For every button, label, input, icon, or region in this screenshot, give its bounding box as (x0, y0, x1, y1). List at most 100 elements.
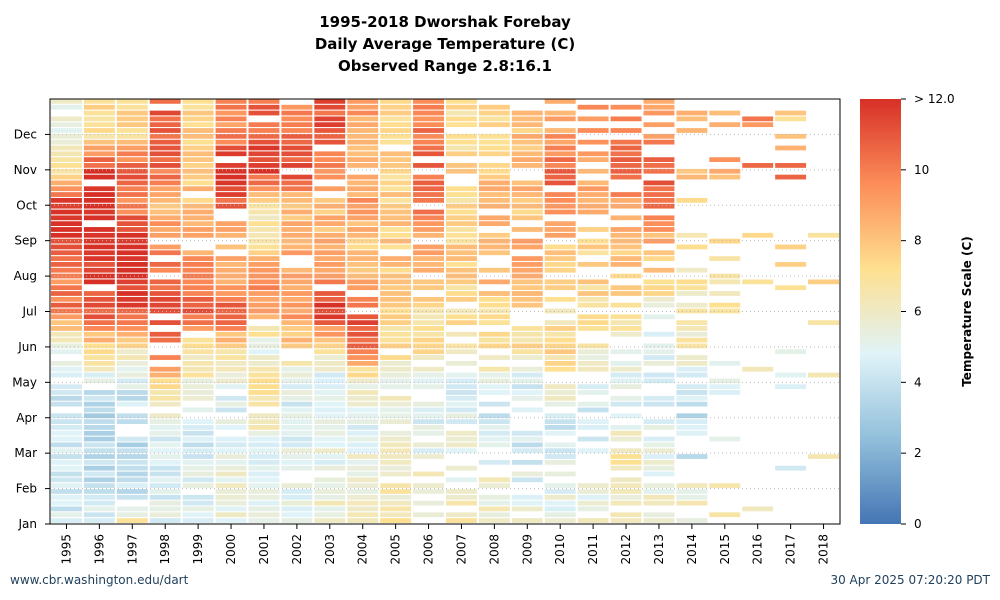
heatmap-cell (446, 372, 477, 378)
heatmap-cell (281, 174, 313, 180)
heatmap-cell (544, 349, 576, 355)
heatmap-cell (413, 122, 444, 128)
heatmap-cell (83, 192, 115, 197)
heatmap-cell (347, 232, 379, 238)
heatmap-cell (775, 244, 807, 250)
heatmap-cell (643, 110, 675, 116)
heatmap-cell (380, 471, 412, 477)
heatmap-cell (446, 512, 477, 518)
heatmap-cell (248, 366, 280, 372)
heatmap-cell (51, 227, 82, 232)
heatmap-cell (215, 296, 247, 302)
source-url[interactable]: www.cbr.washington.edu/dart (10, 573, 189, 587)
heatmap-cell (51, 436, 82, 442)
heatmap-cell (248, 419, 280, 424)
heatmap-cell (643, 163, 675, 168)
heatmap-cell (544, 430, 576, 436)
heatmap-cell (347, 384, 379, 390)
heatmap-cell (215, 355, 247, 360)
heatmap-cell (676, 395, 708, 401)
heatmap-cell (314, 494, 346, 500)
heatmap-cell (281, 489, 313, 494)
heatmap-cell (248, 326, 280, 331)
heatmap-cell (643, 203, 675, 209)
heatmap-cell (577, 279, 609, 285)
heatmap-cell (248, 163, 280, 168)
heatmap-cell (314, 430, 346, 436)
heatmap-cell (83, 163, 115, 168)
heatmap-cell (182, 99, 214, 104)
heatmap-cell (314, 483, 346, 489)
heatmap-cell (808, 372, 839, 378)
heatmap-cell (215, 459, 247, 465)
heatmap-cell (610, 157, 642, 162)
heatmap-cell (215, 244, 247, 250)
heatmap-cell (51, 221, 82, 227)
heatmap-cell (116, 291, 148, 296)
heatmap-cell (182, 477, 214, 483)
heatmap-cell (380, 215, 412, 221)
heatmap-cell (215, 360, 247, 366)
heatmap-cell (610, 168, 642, 174)
heatmap-cell (676, 320, 708, 325)
heatmap-cell (709, 436, 741, 442)
heatmap-cell (215, 401, 247, 407)
heatmap-cell (116, 256, 148, 261)
heatmap-cell (83, 267, 115, 273)
heatmap-cell (116, 366, 148, 372)
heatmap-cell (116, 180, 148, 186)
heatmap-cell (610, 494, 642, 500)
heatmap-cell (51, 174, 82, 180)
heatmap-cell (83, 133, 115, 139)
heatmap-cell (149, 372, 181, 378)
heatmap-cell (248, 494, 280, 500)
heatmap-cell (511, 279, 543, 285)
heatmap-cell (413, 483, 444, 489)
heatmap-cell (380, 308, 412, 314)
heatmap-cell (347, 331, 379, 337)
heatmap-cell (314, 355, 346, 360)
heatmap-cell (314, 366, 346, 372)
heatmap-cell (83, 308, 115, 314)
heatmap-cell (51, 489, 82, 494)
heatmap-cell (446, 256, 477, 261)
heatmap-cell (544, 145, 576, 151)
heatmap-cell (775, 465, 807, 471)
heatmap-cell (281, 384, 313, 390)
heatmap-cell (314, 174, 346, 180)
heatmap-cell (577, 314, 609, 320)
heatmap-cell (248, 442, 280, 448)
heatmap-cell (413, 285, 444, 291)
heatmap-cell (215, 180, 247, 186)
heatmap-cell (446, 465, 477, 471)
heatmap-cell (314, 215, 346, 221)
heatmap-cell (544, 168, 576, 174)
heatmap-cell (347, 314, 379, 320)
heatmap-cell (215, 320, 247, 325)
heatmap-cell (610, 104, 642, 110)
heatmap-cell (83, 390, 115, 395)
heatmap-cell (314, 238, 346, 244)
heatmap-cell (51, 518, 82, 523)
heatmap-cell (149, 279, 181, 285)
heatmap-cell (182, 372, 214, 378)
heatmap-cell (676, 454, 708, 459)
heatmap-cell (413, 471, 444, 477)
heatmap-cell (281, 331, 313, 337)
heatmap-cell (248, 174, 280, 180)
y-tick-label: May (12, 375, 37, 389)
x-tick-label: 2018 (817, 534, 831, 565)
heatmap-cell (182, 250, 214, 256)
heatmap-cell (413, 413, 444, 419)
heatmap-cell (248, 122, 280, 128)
x-tick-label: 1998 (158, 534, 172, 565)
heatmap-cell (51, 390, 82, 395)
heatmap-cell (215, 326, 247, 331)
heatmap-cell (380, 163, 412, 168)
heatmap-cell (577, 244, 609, 250)
heatmap-cell (446, 349, 477, 355)
heatmap-cell (446, 430, 477, 436)
x-tick-label: 1995 (59, 534, 73, 565)
heatmap-cell (182, 197, 214, 203)
heatmap-cell (478, 459, 510, 465)
